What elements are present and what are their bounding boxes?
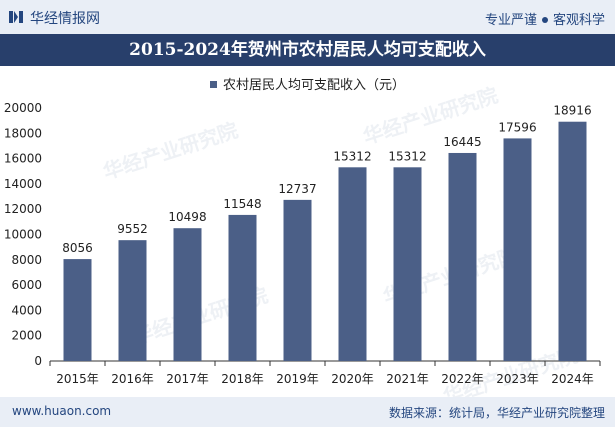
y-tick-label: 18000 [4, 126, 42, 140]
y-tick-label: 20000 [4, 101, 42, 115]
bar [118, 240, 147, 361]
data-label: 10498 [168, 210, 206, 224]
x-tick-label: 2022年 [441, 372, 484, 386]
x-tick-label: 2017年 [166, 372, 209, 386]
bar [558, 121, 587, 361]
x-tick-label: 2019年 [276, 372, 319, 386]
x-tick-label: 2024年 [551, 372, 594, 386]
bar [63, 259, 92, 361]
footer-url[interactable]: www.huaon.com [12, 404, 112, 418]
data-label: 15312 [388, 149, 426, 163]
bar [228, 214, 257, 361]
tagline: 专业严谨 客观科学 [485, 9, 605, 28]
top-header: 华经情报网 专业严谨 客观科学 [0, 0, 615, 34]
bar [338, 167, 367, 361]
legend-label: 农村居民人均可支配收入（元） [222, 78, 405, 93]
data-label: 17596 [498, 120, 536, 134]
bullet-icon [541, 16, 548, 23]
y-tick-label: 10000 [4, 228, 42, 242]
chart-legend: 农村居民人均可支配收入（元） [0, 74, 615, 93]
data-label: 16445 [443, 135, 481, 149]
y-tick-label: 4000 [11, 303, 42, 317]
bar [173, 228, 202, 361]
x-tick-label: 2023年 [496, 372, 539, 386]
tagline-left: 专业严谨 [484, 13, 537, 28]
x-tick-label: 2015年 [56, 372, 99, 386]
brand-name: 华经情报网 [30, 11, 100, 27]
y-tick-label: 14000 [4, 177, 42, 191]
bar [283, 199, 312, 361]
data-label: 18916 [553, 104, 591, 118]
x-tick-label: 2016年 [111, 372, 154, 386]
bar [448, 152, 477, 361]
chart-title: 2015-2024年贺州市农村居民人均可支配收入 [129, 40, 486, 60]
x-tick-label: 2021年 [386, 372, 429, 386]
title-bar: 2015-2024年贺州市农村居民人均可支配收入 [0, 34, 615, 66]
x-tick-label: 2020年 [331, 372, 374, 386]
footer: www.huaon.com 数据来源：统计局，华经产业研究院整理 [0, 397, 615, 427]
y-tick-label: 16000 [4, 152, 42, 166]
data-label: 12737 [278, 182, 316, 196]
data-label: 11548 [223, 197, 261, 211]
logo-icon [9, 11, 23, 23]
data-source: 数据来源：统计局，华经产业研究院整理 [388, 406, 605, 420]
data-label: 9552 [117, 222, 148, 236]
tagline-right: 客观科学 [552, 13, 605, 28]
legend-swatch [209, 81, 217, 88]
y-tick-label: 2000 [11, 329, 42, 343]
y-tick-label: 8000 [11, 253, 42, 267]
data-label: 8056 [62, 241, 93, 255]
bar [393, 167, 422, 361]
y-tick-label: 6000 [11, 278, 42, 292]
y-tick-label: 12000 [4, 202, 42, 216]
bar [503, 138, 532, 361]
y-tick-label: 0 [34, 354, 42, 368]
x-tick-label: 2018年 [221, 372, 264, 386]
data-label: 15312 [333, 149, 371, 163]
